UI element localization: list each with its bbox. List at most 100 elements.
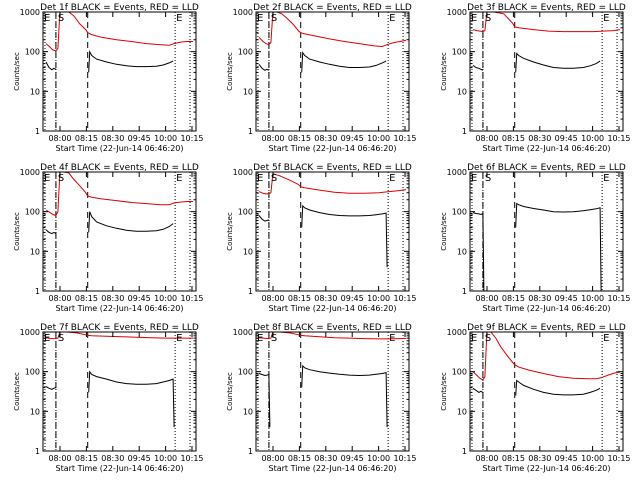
x-tick-label: 10:00 [581,134,604,143]
x-tick-label: 08:00 [261,454,284,463]
panel-title: Det 7f BLACK = Events, RED = LLD [40,323,199,333]
x-tick-label: 10:15 [607,294,630,303]
detector-panel-7: Det 7f BLACK = Events, RED = LLD 1 10 100 10… [13,323,204,473]
x-tick-label: 10:15 [393,454,416,463]
plot-frame [42,11,197,132]
x-tick-label: 09:45 [128,454,151,463]
y-tick-label: 10 [30,87,40,96]
x-tick-label: 08:30 [528,134,551,143]
y-tick-label: 10 [30,247,40,256]
interval-marker-label: E [257,333,263,344]
interval-marker-label: E [44,173,50,184]
x-tick-label: 08:15 [75,294,98,303]
lld-series-line [472,331,621,381]
interval-marker-label: E [176,173,182,184]
x-tick-label: 08:15 [75,134,98,143]
y-tick-label: 1000 [233,8,253,17]
interval-marker-label: E [44,333,50,344]
panel-title: Det 4f BLACK = Events, RED = LLD [40,163,199,173]
x-tick-label: 09:45 [555,294,578,303]
y-tick-label: 10 [457,87,467,96]
events-series-line [301,204,388,268]
plot-frame [469,331,624,452]
events-series-line [472,212,485,292]
x-tick-label: 08:15 [502,294,525,303]
x-axis-label: Start Time (22-Jun-14 06:46:20) [483,304,611,313]
events-series-line [515,379,601,396]
y-tick-label: 1000 [233,328,253,337]
interval-marker-label: E [257,173,263,184]
x-tick-label: 10:00 [154,454,177,463]
y-axis-label: Counts/sec [226,212,234,251]
interval-marker-label: E [603,173,609,184]
plot-frame [255,171,410,292]
interval-marker-label: S [58,13,64,24]
events-series-line [258,373,271,428]
x-tick-label: 08:30 [101,454,124,463]
y-tick-label: 1000 [233,168,253,177]
x-tick-label: 09:45 [555,134,578,143]
y-tick-label: 1000 [447,168,467,177]
interval-marker-label: E [44,13,50,24]
interval-marker-label: E [389,333,395,344]
interval-marker-label: S [271,333,277,344]
x-tick-label: 10:15 [180,294,203,303]
interval-marker-label: E [176,13,182,24]
y-tick-label: 1000 [20,328,40,337]
lld-series-line [45,11,193,52]
x-tick-label: 10:15 [393,294,416,303]
y-tick-label: 1000 [20,8,40,17]
x-tick-label: 09:45 [128,294,151,303]
interval-marker-label: E [471,173,477,184]
events-series-line [258,64,270,71]
detector-panel-5: Det 5f BLACK = Events, RED = LLD 1 10 100 10… [226,163,417,313]
events-series-line [301,51,387,73]
events-series-line [472,387,484,393]
y-tick-label: 100 [452,48,467,57]
x-tick-label: 10:00 [581,294,604,303]
events-series-line [301,364,388,428]
x-axis-label: Start Time (22-Jun-14 06:46:20) [269,304,397,313]
y-axis-label: Counts/sec [440,212,448,251]
panel-title: Det 6f BLACK = Events, RED = LLD [467,163,626,173]
plot-frame [42,331,197,452]
y-tick-label: 100 [25,48,40,57]
y-tick-label: 100 [238,208,253,217]
x-tick-label: 10:15 [607,454,630,463]
x-tick-label: 08:30 [101,134,124,143]
x-axis-label: Start Time (22-Jun-14 06:46:20) [483,464,611,473]
detector-panel-9: Det 9f BLACK = Events, RED = LLD 1 10 100 10… [440,323,631,473]
plot-frame [469,11,624,132]
y-tick-label: 10 [457,247,467,256]
interval-marker-label: E [257,13,263,24]
x-tick-label: 10:00 [367,294,390,303]
x-tick-label: 08:00 [261,134,284,143]
interval-marker-label: E [176,333,182,344]
x-tick-label: 10:00 [154,294,177,303]
events-series-line [45,229,57,235]
detector-panel-3: Det 3f BLACK = Events, RED = LLD 1 10 100 10… [440,3,631,153]
x-tick-label: 08:00 [475,454,498,463]
x-axis-label: Start Time (22-Jun-14 06:46:20) [269,464,397,473]
events-series-line [472,64,484,71]
panel-title: Det 3f BLACK = Events, RED = LLD [467,3,626,13]
y-axis-label: Counts/sec [440,372,448,411]
interval-marker-label: E [389,173,395,184]
interval-marker-label: E [471,13,477,24]
y-tick-label: 1 [35,287,40,296]
interval-marker-label: S [58,173,64,184]
y-tick-label: 100 [25,208,40,217]
plot-frame [255,11,410,132]
lld-series-line [45,171,193,217]
y-axis-label: Counts/sec [226,372,234,411]
x-tick-label: 08:15 [288,134,311,143]
lld-series-line [258,11,407,48]
detector-panel-4: Det 4f BLACK = Events, RED = LLD 1 10 100 10… [13,163,204,313]
panel-title: Det 9f BLACK = Events, RED = LLD [467,323,626,333]
y-tick-label: 100 [238,368,253,377]
y-tick-label: 100 [452,208,467,217]
y-axis-label: Counts/sec [226,52,234,91]
x-tick-label: 08:15 [288,454,311,463]
plot-frame [42,171,197,292]
x-tick-label: 09:45 [128,134,151,143]
